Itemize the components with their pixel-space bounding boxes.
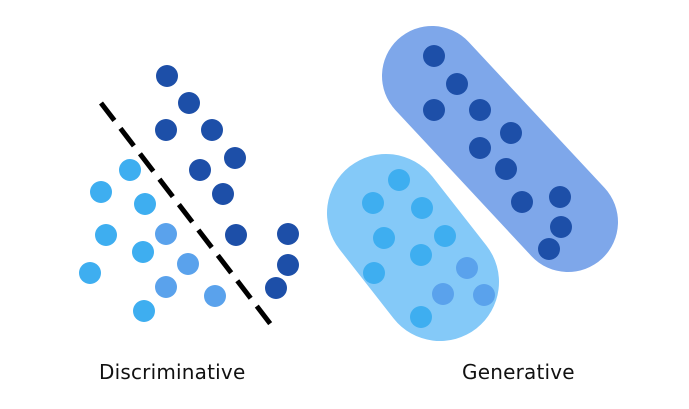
class-a-point — [156, 65, 178, 87]
light-cluster-point — [362, 192, 384, 214]
dark-cluster-point — [469, 99, 491, 121]
class-a-point — [225, 224, 247, 246]
class-b-point — [177, 253, 199, 275]
dark-cluster-point — [423, 99, 445, 121]
dark-cluster-point — [423, 45, 445, 67]
dark-cluster-region — [382, 26, 618, 272]
light-cluster-point — [434, 225, 456, 247]
light-cluster-points — [362, 169, 495, 328]
class-a-point — [201, 119, 223, 141]
dark-cluster-point — [538, 238, 560, 260]
light-cluster-point — [363, 262, 385, 284]
class-b-point — [79, 262, 101, 284]
class-b-point — [155, 276, 177, 298]
dark-cluster-point — [495, 158, 517, 180]
light-cluster-point — [373, 227, 395, 249]
class-b-point — [132, 241, 154, 263]
dark-cluster-point — [550, 216, 572, 238]
class-b-point — [133, 300, 155, 322]
light-cluster-point — [411, 197, 433, 219]
class-b-points — [79, 159, 226, 322]
discriminative-panel — [79, 65, 299, 328]
class-a-point — [189, 159, 211, 181]
decision-boundary — [99, 101, 274, 328]
light-cluster-point — [432, 283, 454, 305]
dark-cluster-points — [423, 45, 572, 260]
dark-cluster-point — [549, 186, 571, 208]
discriminative-label: Discriminative — [99, 360, 246, 384]
dark-cluster-point — [446, 73, 468, 95]
light-cluster-point — [473, 284, 495, 306]
class-a-point — [277, 223, 299, 245]
dark-cluster-point — [500, 122, 522, 144]
class-b-point — [155, 223, 177, 245]
class-b-point — [95, 224, 117, 246]
class-b-point — [90, 181, 112, 203]
class-a-point — [212, 183, 234, 205]
class-a-point — [155, 119, 177, 141]
class-b-point — [134, 193, 156, 215]
class-a-point — [265, 277, 287, 299]
class-b-point — [119, 159, 141, 181]
light-cluster-point — [388, 169, 410, 191]
light-cluster-point — [410, 244, 432, 266]
class-b-point — [204, 285, 226, 307]
class-a-point — [178, 92, 200, 114]
class-a-point — [224, 147, 246, 169]
generative-label: Generative — [462, 360, 575, 384]
dark-cluster-point — [511, 191, 533, 213]
class-a-point — [277, 254, 299, 276]
light-cluster-point — [456, 257, 478, 279]
class-a-points — [155, 65, 299, 299]
dark-cluster-point — [469, 137, 491, 159]
generative-panel — [327, 26, 618, 341]
light-cluster-point — [410, 306, 432, 328]
